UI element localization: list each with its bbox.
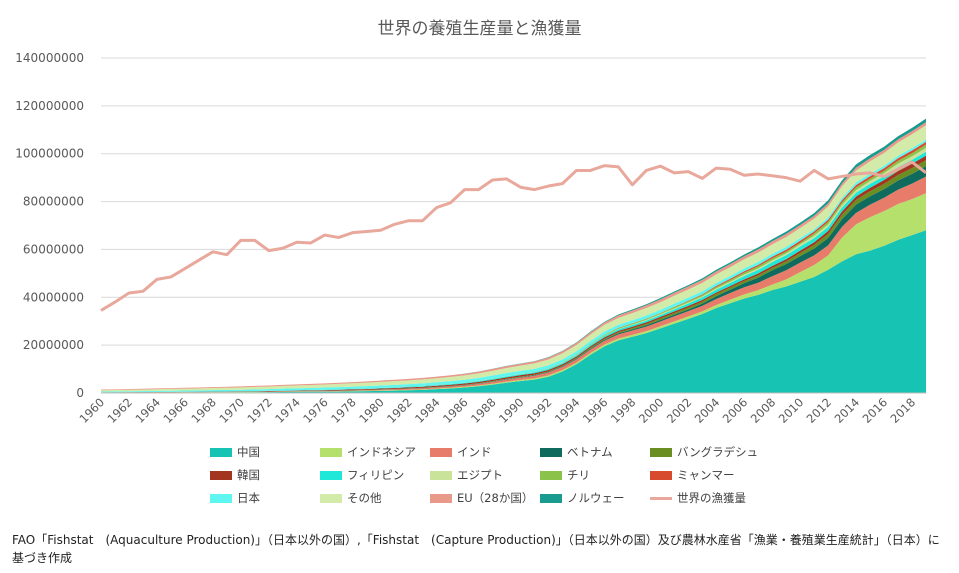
x-tick-label: 2000 [636, 395, 667, 426]
x-tick-label: 2014 [832, 395, 863, 426]
chart-title: 世界の養殖生産量と漁獲量 [377, 19, 582, 39]
legend-swatch [650, 447, 672, 457]
y-tick-label: 0 [76, 386, 84, 400]
legend-item: バングラデシュ [650, 444, 758, 460]
area-series-2 [101, 176, 926, 393]
legend-swatch [540, 447, 562, 457]
legend-item: インドネシア [320, 444, 416, 460]
legend-item: フィリピン [320, 467, 404, 483]
legend-item: エジプト [430, 467, 503, 483]
legend-label: ミャンマー [677, 468, 735, 482]
legend-swatch [540, 493, 562, 503]
legend-item: ノルウェー [540, 490, 625, 506]
x-tick-label: 2002 [664, 395, 695, 426]
x-tick-label: 1988 [468, 395, 499, 426]
legend-swatch [320, 493, 342, 503]
legend-label: その他 [347, 491, 382, 505]
x-tick-label: 1982 [384, 395, 415, 426]
legend-label: バングラデシュ [677, 445, 759, 459]
x-tick-label: 1976 [300, 395, 331, 426]
legend-swatch [320, 447, 342, 457]
legend-swatch [210, 470, 232, 480]
x-tick-label: 2004 [692, 395, 723, 426]
legend-swatch [210, 447, 232, 457]
legend-swatch [540, 470, 562, 480]
legend-item: ミャンマー [650, 467, 735, 483]
legend-item: インド [430, 444, 492, 460]
x-tick-label: 1964 [132, 395, 163, 426]
legend-swatch [430, 470, 452, 480]
y-tick-label: 20000000 [23, 338, 84, 352]
legend-label: 中国 [237, 445, 260, 459]
legend-item: 韓国 [210, 467, 260, 483]
legend-label: チリ [567, 468, 590, 482]
legend-item: ベトナム [540, 444, 613, 460]
legend-label: ノルウェー [567, 491, 625, 505]
y-tick-label: 140000000 [15, 51, 84, 65]
x-tick-label: 1994 [552, 395, 583, 426]
y-tick-label: 60000000 [23, 242, 84, 256]
x-tick-label: 2006 [720, 395, 751, 426]
x-tick-label: 2010 [776, 395, 807, 426]
legend-label: ベトナム [567, 445, 613, 459]
legend-label: インドネシア [347, 445, 416, 459]
x-tick-label: 2018 [888, 395, 919, 426]
legend-item: 日本 [210, 490, 260, 506]
legend-item: チリ [540, 467, 590, 483]
x-tick-label: 1974 [272, 395, 303, 426]
chart-plot: 0 20000000 40000000 60000000 80000000 1000000… [15, 51, 927, 426]
x-tick-label: 1972 [244, 395, 275, 426]
legend-label: フィリピン [347, 468, 405, 482]
x-tick-label: 1962 [104, 395, 135, 426]
legend-swatch [320, 470, 342, 480]
x-tick-label: 1996 [580, 395, 611, 426]
x-tick-label: 1966 [160, 395, 191, 426]
x-tick-label: 1998 [608, 395, 639, 426]
source-note: FAO「Fishstat (Aquaculture Production)」（日… [12, 533, 940, 565]
legend-label: EU（28か国） [457, 491, 534, 505]
y-tick-label: 100000000 [15, 147, 84, 161]
x-tick-label: 2016 [860, 395, 891, 426]
x-tick-label: 1986 [440, 395, 471, 426]
x-tick-label: 1984 [412, 395, 443, 426]
legend-item: その他 [320, 490, 382, 506]
legend-label: 日本 [237, 491, 260, 505]
y-tick-label: 80000000 [23, 195, 84, 209]
legend-label: インド [457, 445, 492, 459]
legend-item: 中国 [210, 444, 260, 460]
y-tick-label: 120000000 [15, 99, 84, 113]
x-tick-label: 1992 [524, 395, 555, 426]
area-series-1 [101, 193, 926, 393]
legend-swatch [430, 447, 452, 457]
legend-label: エジプト [457, 468, 503, 482]
x-tick-label: 1970 [216, 395, 247, 426]
area-series-3 [101, 166, 926, 393]
legend-swatch [210, 493, 232, 503]
legend-swatch [650, 496, 672, 500]
y-tick-label: 40000000 [23, 290, 84, 304]
x-tick-label: 1978 [328, 395, 359, 426]
x-tick-label: 1968 [188, 395, 219, 426]
area-series-11 [101, 125, 926, 392]
legend-label: 世界の漁獲量 [677, 491, 746, 505]
x-tick-label: 1980 [356, 395, 387, 426]
legend-item: EU（28か国） [430, 490, 533, 506]
legend-item: 世界の漁獲量 [650, 490, 746, 506]
line-series-world-catch [100, 160, 927, 312]
x-tick-label: 2012 [804, 395, 835, 426]
legend-swatch [650, 470, 672, 480]
legend-swatch [430, 493, 452, 503]
x-tick-label: 2008 [748, 395, 779, 426]
legend-label: 韓国 [237, 468, 260, 482]
area-series-0 [101, 230, 926, 393]
x-tick-label: 1990 [496, 395, 527, 426]
